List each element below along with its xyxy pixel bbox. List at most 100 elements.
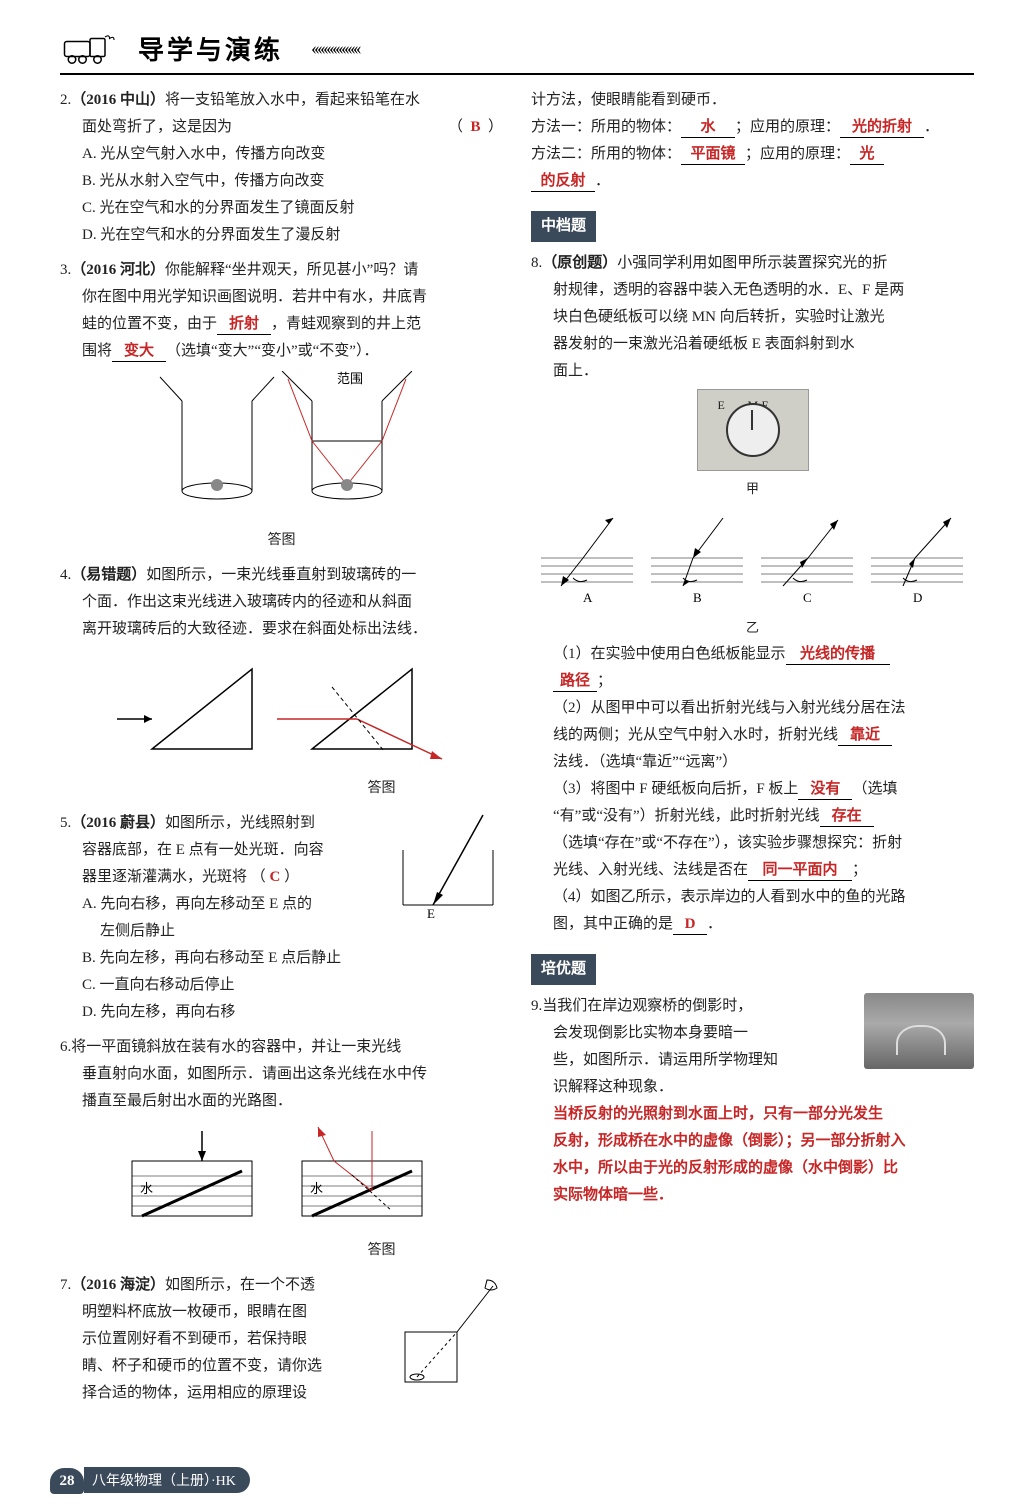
q9-stem4: 识解释这种现象． (531, 1079, 673, 1095)
q5-answer: C (270, 869, 281, 885)
q5-optB: B. 先向左移，再向右移动至 E 点后静止 (60, 945, 503, 972)
q8-options-figure: A B (531, 508, 974, 608)
q4-stem2: 个面．作出这束光线进入玻璃砖内的径迹和从斜面 (60, 594, 412, 610)
footer-text: 八年级物理（上册）·HK (84, 1467, 250, 1493)
q4-figure (60, 649, 503, 769)
q4-stem3: 离开玻璃砖后的大致径迹．要求在斜面处标出法线． (60, 621, 427, 637)
q9-ans3: 水中，所以由于光的反射形成的虚像（水中倒影）比 (531, 1155, 974, 1182)
q9-stem3: 些，如图所示．请运用所学物理知 (531, 1052, 778, 1068)
q5-optC: C. 一直向右移动后停止 (60, 972, 503, 999)
svg-text:范围: 范围 (337, 371, 363, 386)
q9-stem1: 当我们在岸边观察桥的倒影时， (542, 998, 752, 1014)
q3-src: （2016 河北） (71, 262, 165, 278)
paren-r: ） (488, 119, 503, 135)
m1b: ；应用的原理： (735, 119, 840, 135)
q5-stem3: 器里逐渐灌满水，光斑将 （ (60, 869, 266, 885)
q7-stem1: 如图所示，在一个不透 (165, 1277, 315, 1293)
question-3: 3.（2016 河北）你能解释“坐井观天，所见甚小”吗？请 你在图中用光学知识画… (60, 257, 503, 554)
q5-optA2: 左侧后静止 (60, 918, 503, 945)
q8-stem5: 面上． (531, 363, 598, 379)
q8-stem4: 器发射的一束激光沿着硬纸板 E 表面斜射到水 (531, 336, 855, 352)
q2-optD: D. 光在空气和水的分界面发生了漫反射 (60, 222, 503, 249)
q5-stem1: 如图所示，光线照射到 (165, 815, 315, 831)
m2dot: ． (595, 173, 610, 189)
q5-paren-r: ） (284, 869, 299, 885)
question-7: 7.（2016 海淀）如图所示，在一个不透 明塑料杯底放一枚硬币，眼睛在图 示位… (60, 1272, 503, 1407)
q3-stem4b: （选填“变大”“变小”或“不变”）． (166, 343, 378, 359)
q8-p3c: “有”或“没有”）折射光线，此时折射光线存在 (531, 803, 974, 830)
question-7-cont: 计方法，使眼睛能看到硬币． 方法一：所用的物体：水；应用的原理：光的折射． 方法… (531, 87, 974, 195)
q8-opts-svg: A B (533, 508, 973, 608)
page-header: 导学与演练 ‹‹‹‹‹‹‹‹‹‹‹‹‹‹‹‹ (60, 30, 974, 75)
question-4: 4.（易错题）如图所示，一束光线垂直射到玻璃砖的一 个面．作出这束光线进入玻璃砖… (60, 562, 503, 802)
q9-num: 9. (531, 998, 542, 1014)
q5-stem2: 容器底部，在 E 点有一处光斑．向容 (60, 842, 324, 858)
q2-num: 2. (60, 92, 71, 108)
p2-ans: 靠近 (838, 725, 892, 746)
q2-src: （2016 中山） (71, 92, 165, 108)
svg-text:水: 水 (140, 1181, 153, 1196)
q4-num: 4. (60, 567, 71, 583)
p3-ans2: 存在 (820, 806, 874, 827)
m2-pri: 光 (850, 144, 884, 165)
m2-obj: 平面镜 (681, 144, 745, 165)
m2-pri2: 的反射 (531, 171, 595, 192)
question-8: 8.（原创题）小强同学利用如图甲所示装置探究光的折 射规律，透明的容器中装入无色… (531, 250, 974, 938)
m1-obj: 水 (681, 117, 735, 138)
q5-optD: D. 先向左移，再向右移 (60, 999, 503, 1026)
m1a: 方法一：所用的物体： (531, 119, 681, 135)
q8-stem3: 块白色硬纸板可以绕 MN 向后转折，实验时让激光 (531, 309, 885, 325)
q8-device-photo: E M F (697, 389, 809, 471)
q6-svg: 水 水 (112, 1121, 452, 1231)
q7-num: 7. (60, 1277, 71, 1293)
q7c-m2: 方法二：所用的物体：平面镜；应用的原理：光 (531, 141, 974, 168)
q4-svg (112, 649, 452, 769)
q7-stem3: 示位置刚好看不到硬币，若保持眼 (60, 1331, 307, 1347)
p1-ans2: 路径 (553, 671, 597, 692)
tag-hi: 培优题 (531, 954, 596, 985)
q6-num: 6. (60, 1039, 71, 1055)
q3-blank2: 变大 (112, 341, 166, 362)
p3-ans3: 同一平面内 (748, 860, 852, 881)
paren-l: （ (448, 119, 463, 135)
q8-p4a: （4）如图乙所示，表示岸边的人看到水中的鱼的光路 (531, 884, 974, 911)
q7-stem2: 明塑料杯底放一枚硬币，眼睛在图 (60, 1304, 307, 1320)
p4-ans: D (673, 914, 707, 935)
q9-photo (864, 993, 974, 1069)
q2-stem1: 将一支铅笔放入水中，看起来铅笔在水 (165, 92, 420, 108)
q9-ans4: 实际物体暗一些． (531, 1182, 974, 1209)
p3a: （3）将图中 F 硬纸板向后折，F 板上 (553, 781, 798, 797)
question-9: 9.当我们在岸边观察桥的倒影时， 会发现倒影比实物本身要暗一 些，如图所示．请运… (531, 993, 974, 1209)
question-2: 2.（2016 中山）将一支铅笔放入水中，看起来铅笔在水 面处弯折了，这是因为 … (60, 87, 503, 249)
q2-paren: （ B ） (448, 114, 503, 141)
q2-optB: B. 光从水射入空气中，传播方向改变 (60, 168, 503, 195)
content-columns: 2.（2016 中山）将一支铅笔放入水中，看起来铅笔在水 面处弯折了，这是因为 … (60, 87, 974, 1415)
q8-p3: （3）将图中 F 硬纸板向后折，F 板上没有（选填 (531, 776, 974, 803)
cap-jia: 甲 (531, 475, 974, 502)
q6-stem1: 将一平面镜斜放在装有水的容器中，并让一束光线 (71, 1039, 401, 1055)
q3-stem3b: ，青蛙观察到的井上范 (271, 316, 421, 332)
q3-stem3a: 蛙的位置不变，由于 (60, 316, 217, 332)
q7c-line1: 计方法，使眼睛能看到硬币． (531, 87, 974, 114)
p3b: （选填 (852, 781, 897, 797)
q4-figcap: 答图 (60, 775, 503, 802)
q7-svg (393, 1272, 503, 1392)
svg-text:A: A (583, 590, 593, 605)
p2b: 线的两侧；光从空气中射入水时，折射光线 (553, 727, 838, 743)
q7-stem4: 睛、杯子和硬币的位置不变，请你选 (60, 1358, 322, 1374)
header-title: 导学与演练 (138, 30, 283, 67)
header-arrows: ‹‹‹‹‹‹‹‹‹‹‹‹‹‹‹‹ (311, 38, 359, 59)
cap-yi: 乙 (531, 614, 974, 641)
q3-num: 3. (60, 262, 71, 278)
q8-num: 8. (531, 255, 542, 271)
q8-stem2: 射规律，透明的容器中装入无色透明的水．E、F 是两 (531, 282, 904, 298)
q2-answer: B (470, 119, 480, 135)
lblE: E (718, 392, 725, 419)
page: 导学与演练 ‹‹‹‹‹‹‹‹‹‹‹‹‹‹‹‹ 2.（2016 中山）将一支铅笔放… (0, 0, 1024, 1512)
m1-pri: 光的折射 (840, 117, 924, 138)
q7c-m1: 方法一：所用的物体：水；应用的原理：光的折射． (531, 114, 974, 141)
q3-figcap: 答图 (60, 527, 503, 554)
train-icon (60, 32, 120, 66)
q8-src: （原创题） (542, 255, 617, 271)
q2-stem2: 面处弯折了，这是因为 (60, 119, 232, 135)
